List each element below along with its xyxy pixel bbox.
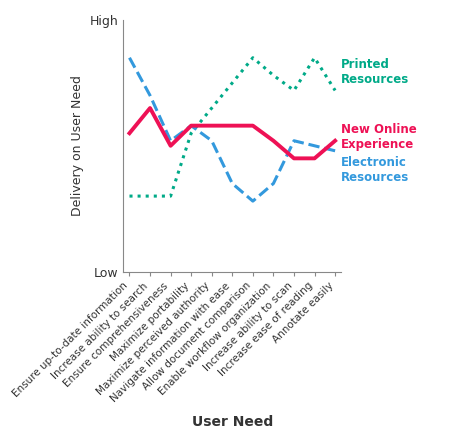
- Text: Printed
Resources: Printed Resources: [341, 58, 410, 86]
- X-axis label: User Need: User Need: [191, 415, 273, 429]
- Text: Electronic
Resources: Electronic Resources: [341, 156, 410, 184]
- Y-axis label: Delivery on User Need: Delivery on User Need: [71, 75, 84, 216]
- Text: New Online
Experience: New Online Experience: [341, 123, 417, 151]
